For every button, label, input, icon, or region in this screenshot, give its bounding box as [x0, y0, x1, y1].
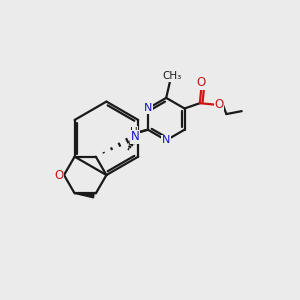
- Text: N: N: [131, 130, 140, 143]
- Text: N: N: [144, 103, 152, 113]
- Text: H: H: [130, 127, 138, 137]
- Text: O: O: [54, 169, 63, 182]
- Text: O: O: [214, 98, 224, 111]
- Polygon shape: [75, 194, 94, 198]
- Text: O: O: [197, 76, 206, 89]
- Text: CH₃: CH₃: [163, 71, 182, 81]
- Text: N: N: [162, 135, 170, 145]
